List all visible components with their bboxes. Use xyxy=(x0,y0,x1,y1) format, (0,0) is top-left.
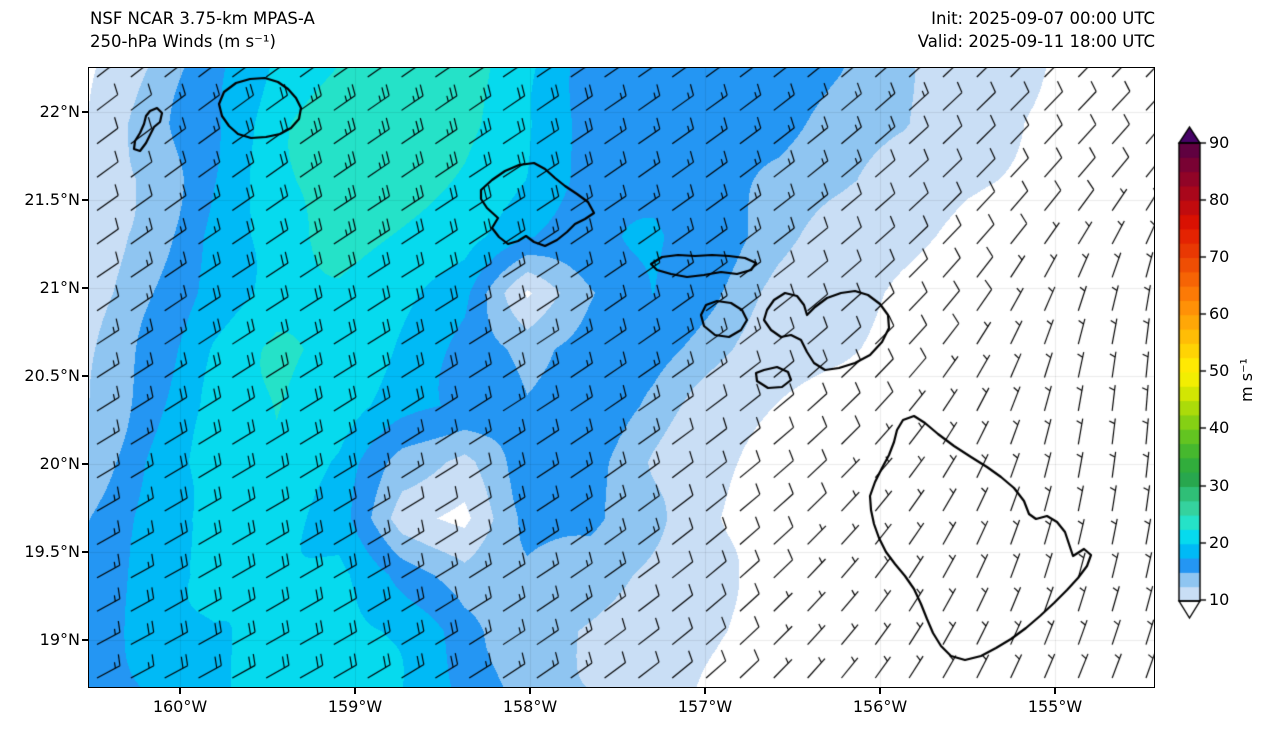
plot-frame xyxy=(88,67,1155,688)
y-tick-label: 22°N xyxy=(39,102,80,121)
colorbar-tick-label: 60 xyxy=(1209,304,1230,323)
y-tick-mark xyxy=(82,199,88,201)
colorbar-canvas xyxy=(1165,110,1217,640)
x-tick-label: 159°W xyxy=(327,697,383,716)
y-tick-label: 19.5°N xyxy=(24,542,80,561)
y-tick-label: 20.5°N xyxy=(24,366,80,385)
x-tick-label: 158°W xyxy=(502,697,558,716)
y-tick-mark xyxy=(82,287,88,289)
y-tick-label: 19°N xyxy=(39,630,80,649)
x-tick-mark xyxy=(529,688,531,694)
y-tick-label: 21.5°N xyxy=(24,190,80,209)
x-tick-mark xyxy=(1054,688,1056,694)
y-tick-mark xyxy=(82,463,88,465)
colorbar-tick-label: 90 xyxy=(1209,133,1230,152)
x-tick-label: 160°W xyxy=(152,697,208,716)
x-tick-mark xyxy=(179,688,181,694)
x-tick-label: 157°W xyxy=(677,697,733,716)
valid-time-label: Valid: 2025-09-11 18:00 UTC xyxy=(917,32,1155,51)
x-tick-mark xyxy=(879,688,881,694)
init-time-label: Init: 2025-09-07 00:00 UTC xyxy=(931,9,1155,28)
colorbar-tick-label: 50 xyxy=(1209,361,1230,380)
colorbar-tick-label: 10 xyxy=(1209,590,1230,609)
wind-map-canvas xyxy=(88,67,1155,688)
y-tick-mark xyxy=(82,375,88,377)
colorbar-tick-label: 80 xyxy=(1209,190,1230,209)
colorbar-tick-label: 20 xyxy=(1209,533,1230,552)
x-tick-mark xyxy=(704,688,706,694)
colorbar-tick-label: 30 xyxy=(1209,476,1230,495)
colorbar-tick-label: 70 xyxy=(1209,247,1230,266)
x-tick-label: 155°W xyxy=(1027,697,1083,716)
y-tick-label: 21°N xyxy=(39,278,80,297)
figure-title-line1: NSF NCAR 3.75-km MPAS-A xyxy=(90,9,315,28)
figure-title-line2: 250-hPa Winds (m s⁻¹) xyxy=(90,32,276,51)
x-tick-mark xyxy=(354,688,356,694)
y-tick-mark xyxy=(82,111,88,113)
y-tick-mark xyxy=(82,551,88,553)
y-tick-label: 20°N xyxy=(39,454,80,473)
colorbar-tick-label: 40 xyxy=(1209,418,1230,437)
y-tick-mark xyxy=(82,639,88,641)
x-tick-label: 156°W xyxy=(852,697,908,716)
